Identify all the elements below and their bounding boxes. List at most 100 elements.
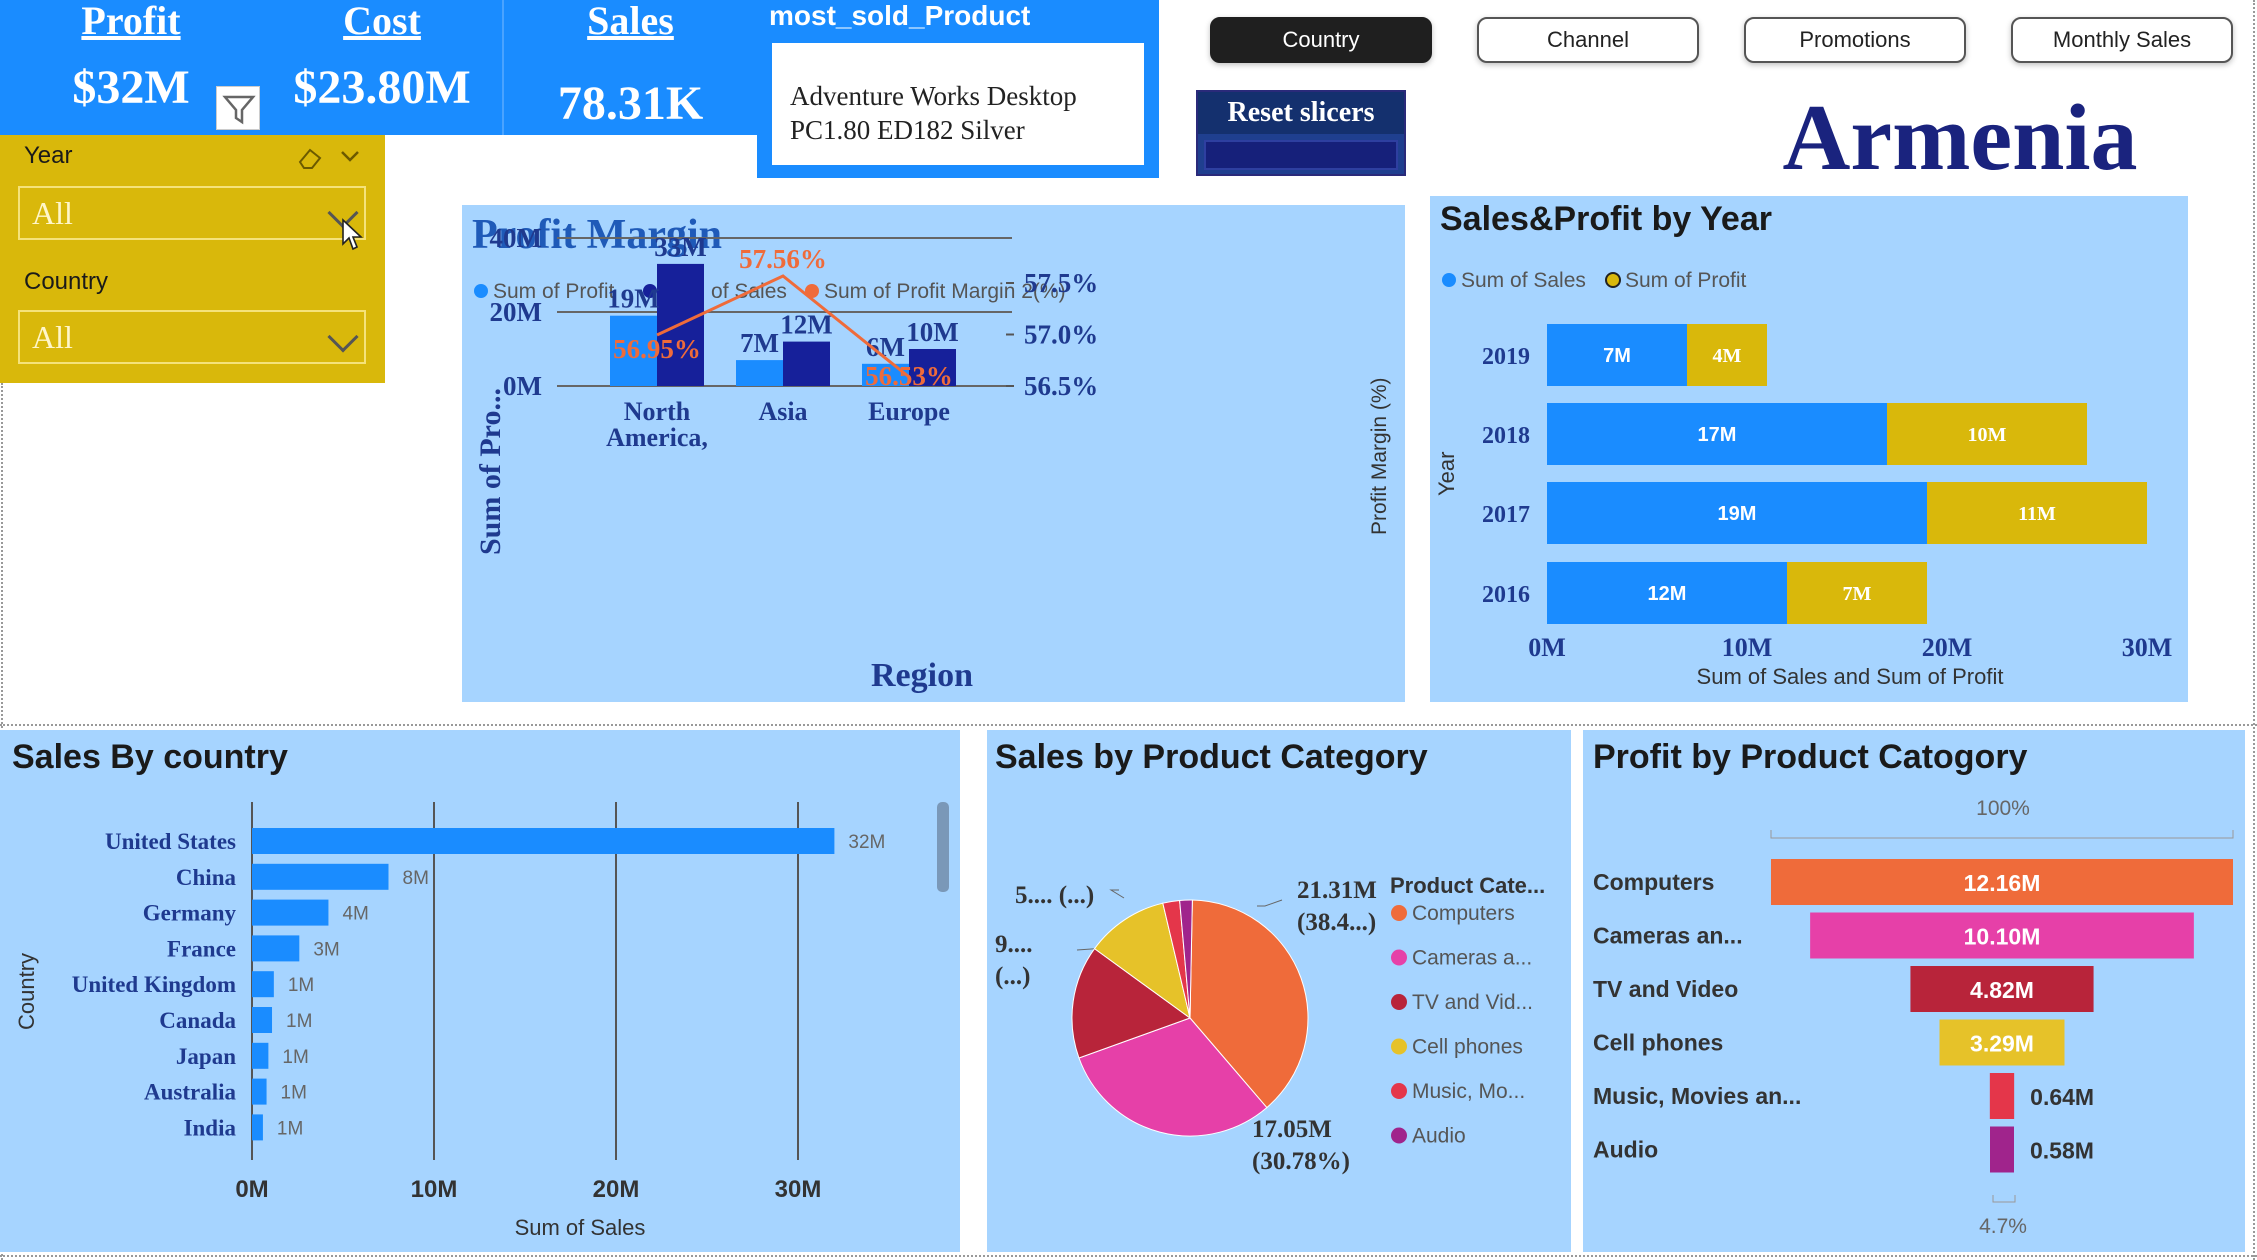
scrollbar-thumb[interactable] <box>937 802 949 892</box>
x-tick-label: America, <box>606 423 708 452</box>
margin-label: 56.53% <box>865 361 953 391</box>
profit-margin-panel: Profit Margin Sum of Profit Sum of Sales… <box>462 205 1405 702</box>
nav-channel-button[interactable]: Channel <box>1477 17 1699 63</box>
x-tick-label: 10M <box>411 1176 458 1203</box>
canvas-border-right <box>2253 0 2255 1260</box>
funnel-category-label: Cameras an... <box>1593 923 1743 949</box>
slicer-year-dropdown[interactable]: All <box>18 186 366 240</box>
pie-legend-item: Audio <box>1412 1125 1466 1148</box>
pie-slice <box>1179 899 1193 1019</box>
filter-button[interactable] <box>216 86 260 130</box>
bar-value-label: 4M <box>342 904 368 925</box>
slicer-year-label: Year <box>24 142 73 169</box>
funnel-value-label: 3.29M <box>1970 1031 2034 1057</box>
kpi-sales: Sales 78.31K <box>504 0 757 135</box>
pie-slice <box>1093 902 1191 1020</box>
bar-value-label: 32M <box>848 832 885 853</box>
y-tick-label: 2018 <box>1482 423 1530 449</box>
eraser-icon[interactable] <box>296 146 324 170</box>
bar-sales <box>252 1078 267 1105</box>
selected-country-title: Armenia <box>1782 86 2138 190</box>
bar-sales <box>1547 403 1887 465</box>
funnel-top-label: 100% <box>1976 797 2030 820</box>
bar-sales <box>1547 562 1787 624</box>
legend-dot-margin <box>805 284 819 298</box>
bar-sales-label: 17M <box>1698 424 1737 446</box>
pie-legend-title: Product Cate... <box>1390 873 1545 898</box>
bar-profit <box>1887 403 2087 465</box>
most-sold-product-title: most_sold_Product <box>769 0 1031 31</box>
bar-sales <box>1547 324 1687 386</box>
kpi-profit: Profit $32M <box>0 0 262 135</box>
funnel-value-label: 4.82M <box>1970 977 2034 1003</box>
funnel-category-label: Computers <box>1593 869 1714 895</box>
legend-profit: Sum of Profit <box>493 280 615 303</box>
bar-profit-label: 19M <box>607 284 659 314</box>
x-tick-label: 0M <box>1528 633 1566 662</box>
y-tick-label: 20M <box>490 297 542 327</box>
funnel-value-label: 12.16M <box>1964 870 2041 896</box>
nav-monthly-sales-button[interactable]: Monthly Sales <box>2011 17 2233 63</box>
kpi-cost-title: Cost <box>343 0 421 43</box>
sales-profit-year-ylabel: Year <box>1434 452 1459 496</box>
nav-country-button[interactable]: Country <box>1210 17 1432 63</box>
pie-leader-line <box>1109 889 1125 899</box>
funnel-bottom-label: 4.7% <box>1979 1215 2027 1238</box>
nav-promotions-button[interactable]: Promotions <box>1744 17 1966 63</box>
pie-legend-item: Computers <box>1412 902 1515 925</box>
reset-slicers-button[interactable]: Reset slicers <box>1196 90 1406 176</box>
profit-margin-ylabel: Sum of Pro... <box>474 388 507 555</box>
profit-by-category-panel: Profit by Product Catogory 100% 4.7% Com… <box>1583 730 2245 1252</box>
y-tick-label: 2016 <box>1482 582 1530 608</box>
pie-legend-item: Cell phones <box>1412 1036 1523 1059</box>
pie-legend-dot <box>1391 1127 1407 1144</box>
funnel-bar <box>1939 1019 2065 1066</box>
sales-profit-year-chart: Sales&Profit by Year Sum of Sales Sum of… <box>1434 200 2172 689</box>
filter-icon <box>222 95 256 125</box>
bar-value-label: 1M <box>277 1118 303 1139</box>
reset-slicers-bar <box>1204 140 1398 170</box>
kpi-band <box>0 0 757 135</box>
y-tick-label: 2017 <box>1482 502 1530 528</box>
reset-slicers-label: Reset slicers <box>1198 92 1404 134</box>
x-tick-label: North <box>624 397 691 426</box>
profit-margin-title: Profit Margin <box>472 212 722 258</box>
pie-legend-item: Cameras a... <box>1412 947 1532 970</box>
funnel-value-label: 0.58M <box>2030 1138 2094 1164</box>
y-tick-label: India <box>184 1115 237 1140</box>
pie-legend-dot <box>1391 905 1407 921</box>
bar-profit-label: 7M <box>1843 583 1872 605</box>
kpi-cost: Cost $23.80M <box>262 0 502 135</box>
profit-by-category-title: Profit by Product Catogory <box>1593 738 2028 776</box>
kpi-profit-value: $32M <box>72 61 190 114</box>
pie-legend-item: Music, Mo... <box>1412 1080 1525 1103</box>
slicer-country-dropdown[interactable]: All <box>18 310 366 364</box>
most-sold-product-box: Adventure Works Desktop PC1.80 ED182 Sil… <box>769 40 1147 168</box>
y-tick-label: 0M <box>503 371 542 401</box>
bar-sales <box>252 1007 273 1033</box>
bar-profit-label: 7M <box>740 328 779 358</box>
slicer-country-value: All <box>32 319 73 355</box>
funnel-bar <box>1910 966 2094 1012</box>
sales-profit-year-title: Sales&Profit by Year <box>1440 200 1772 238</box>
slicer-year-collapse-icon[interactable] <box>338 146 362 166</box>
sales-by-country-chart: Sales By country Country Sum of Sales 0M… <box>12 738 949 1240</box>
funnel-value-label: 10.10M <box>1964 924 2041 950</box>
pie-legend-dot <box>1391 994 1407 1010</box>
pie-callout-computers-value: 21.31M <box>1297 877 1377 904</box>
bar-sales-label: 7M <box>1603 345 1631 367</box>
bar-sales <box>252 1042 269 1069</box>
pie-callout-computers-pct: (38.4...) <box>1297 909 1376 936</box>
y-tick-label: France <box>167 936 236 961</box>
mouse-cursor-icon <box>342 218 364 251</box>
sales-by-category-title: Sales by Product Category <box>995 738 1428 776</box>
pie-legend-dot <box>1391 1038 1407 1055</box>
slicer-year-value: All <box>32 195 73 231</box>
bar-profit-label: 11M <box>2018 503 2056 525</box>
sales-profit-year-xlabel: Sum of Sales and Sum of Profit <box>1697 664 2004 689</box>
pie-legend-dot <box>1391 1083 1407 1099</box>
y2-tick-label: 57.0% <box>1024 320 1098 350</box>
margin-label: 56.95% <box>613 334 701 364</box>
bar-profit <box>610 315 657 386</box>
pie-callout-tv-value: 9.... <box>995 931 1033 958</box>
